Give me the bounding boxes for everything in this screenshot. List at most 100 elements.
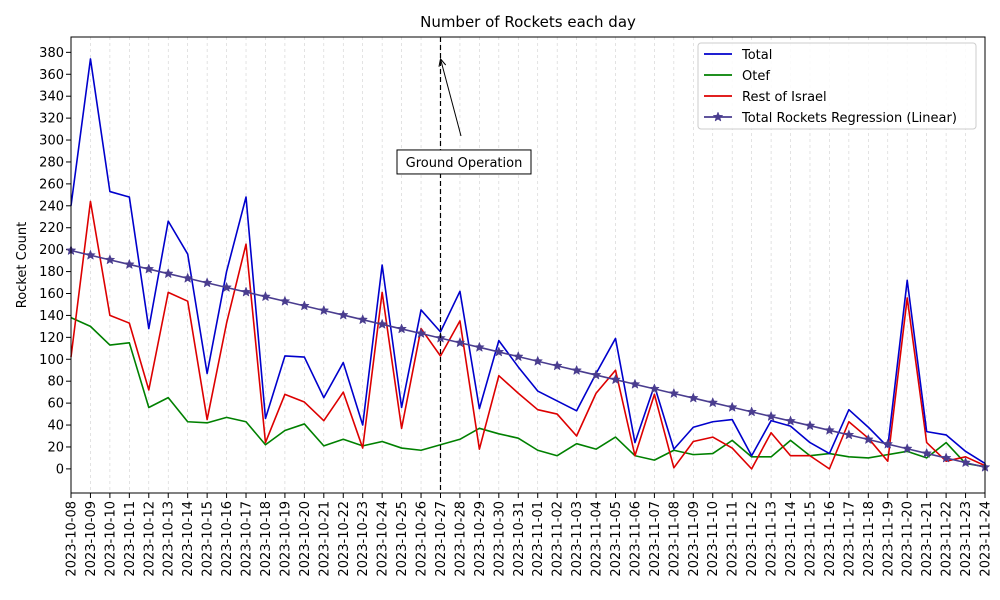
legend-label: Otef [742,69,770,84]
regression-point [726,401,738,412]
x-tick-label: 2023-10-26 [415,501,430,577]
x-tick-label: 2023-11-17 [842,501,857,577]
x-tick-label: 2023-10-27 [434,501,449,577]
x-tick-label: 2023-10-28 [453,501,468,577]
legend-label: Rest of Israel [742,90,827,105]
x-tick-label: 2023-10-19 [278,501,293,577]
y-tick-label: 380 [39,46,64,61]
regression-point [201,277,213,288]
legend-box [697,42,977,130]
regression-point [337,309,349,320]
x-tick-label: 2023-11-23 [959,501,974,577]
series-line-total [70,58,986,465]
x-tick-label: 2023-11-12 [745,501,760,577]
x-tick-label: 2023-10-25 [395,501,410,577]
y-tick-label: 240 [39,199,64,214]
series-line-otef [70,316,986,468]
regression-point [707,397,719,408]
x-tick-label: 2023-10-17 [240,501,255,577]
chart-title: Number of Rockets each day [420,13,636,31]
regression-point [396,323,407,334]
x-tick-label: 2023-11-08 [667,501,682,577]
x-tick-label: 2023-10-24 [376,501,391,577]
legend: Total Otef Rest of Israel Total Rockets Reg… [697,42,977,130]
x-tick-label: 2023-11-24 [979,501,994,577]
y-tick-label: 80 [47,375,64,390]
regression-point [882,438,894,449]
legend-label: Total Rockets Regression (Linear) [741,111,957,126]
annotation-arrow-head [438,57,447,67]
regression-point [376,318,388,329]
annotation-box [396,149,532,175]
regression-point [901,443,913,454]
x-tick-label: 2023-10-11 [123,501,138,577]
legend-star-icon [712,111,724,122]
x-tick-label: 2023-11-18 [862,501,877,577]
regression-point [454,337,466,348]
series-lines [65,58,991,472]
y-tick-label: 140 [39,309,64,324]
y-tick-label: 320 [39,112,64,127]
regression-point [843,429,855,440]
x-tick-label: 2023-10-30 [492,501,507,577]
x-tick-label: 2023-11-03 [570,501,585,577]
regression-point [473,341,485,352]
regression-point [551,360,563,371]
x-tick-label: 2023-10-20 [298,501,313,577]
regression-point [668,387,680,399]
x-tick-label: 2023-11-07 [648,501,663,577]
regression-point [143,263,155,274]
regression-point [804,420,816,431]
regression-point [415,327,427,339]
regression-point [921,447,933,459]
x-tick-label: 2023-10-13 [162,501,177,577]
regression-point [357,314,369,325]
regression-point [687,392,699,403]
y-tick-label: 160 [39,287,64,302]
x-tick-label: 2023-11-01 [531,501,546,577]
x-tick-label: 2023-11-09 [687,501,702,577]
regression-point [532,355,544,366]
regression-point [260,291,271,302]
y-tick-label: 40 [47,419,64,434]
x-tick-label: 2023-10-23 [356,501,371,577]
regression-point [298,300,310,311]
y-tick-label: 180 [39,265,64,280]
y-tick-label: 20 [47,440,64,455]
regression-point [785,415,796,426]
x-tick-label: 2023-11-04 [590,501,605,577]
regression-point [824,424,835,435]
x-tick-label: 2023-10-21 [317,501,332,577]
x-tick-label: 2023-10-12 [142,501,157,577]
x-tick-label: 2023-10-16 [220,501,235,577]
x-tick-label: 2023-11-14 [784,501,799,577]
x-tick-label: 2023-11-21 [920,501,935,577]
y-tick-label: 0 [56,462,64,477]
x-tick-label: 2023-11-05 [609,501,624,577]
regression-point [590,369,602,380]
x-tick-label: 2023-11-02 [551,501,566,577]
regression-point [649,383,660,394]
series-line-rest-of-israel [70,200,986,470]
y-axis-ticks: 0 20 40 60 80 100 120 140 160 180 200 220 240 260 280 3… [39,46,71,477]
x-tick-label: 2023-11-06 [628,501,643,577]
regression-point [318,304,330,316]
regression-point [123,258,135,270]
annotation-arrow [440,58,462,137]
x-tick-label: 2023-10-29 [473,501,488,577]
plot-area-frame [70,36,986,494]
regression-point [240,286,252,297]
x-tick-label: 2023-11-19 [881,501,896,577]
regression-point [746,406,758,417]
x-tick-label: 2023-11-13 [765,501,780,577]
y-tick-label: 200 [39,243,64,258]
regression-point [765,410,777,422]
annotation-group: Ground Operation [396,37,532,493]
x-tick-label: 2023-11-15 [803,501,818,577]
regression-point [571,364,583,376]
annotation-label: Ground Operation [406,156,523,171]
y-tick-label: 360 [39,68,64,83]
x-tick-label: 2023-10-14 [181,501,196,577]
regression-point [610,373,621,385]
y-tick-label: 120 [39,331,64,346]
